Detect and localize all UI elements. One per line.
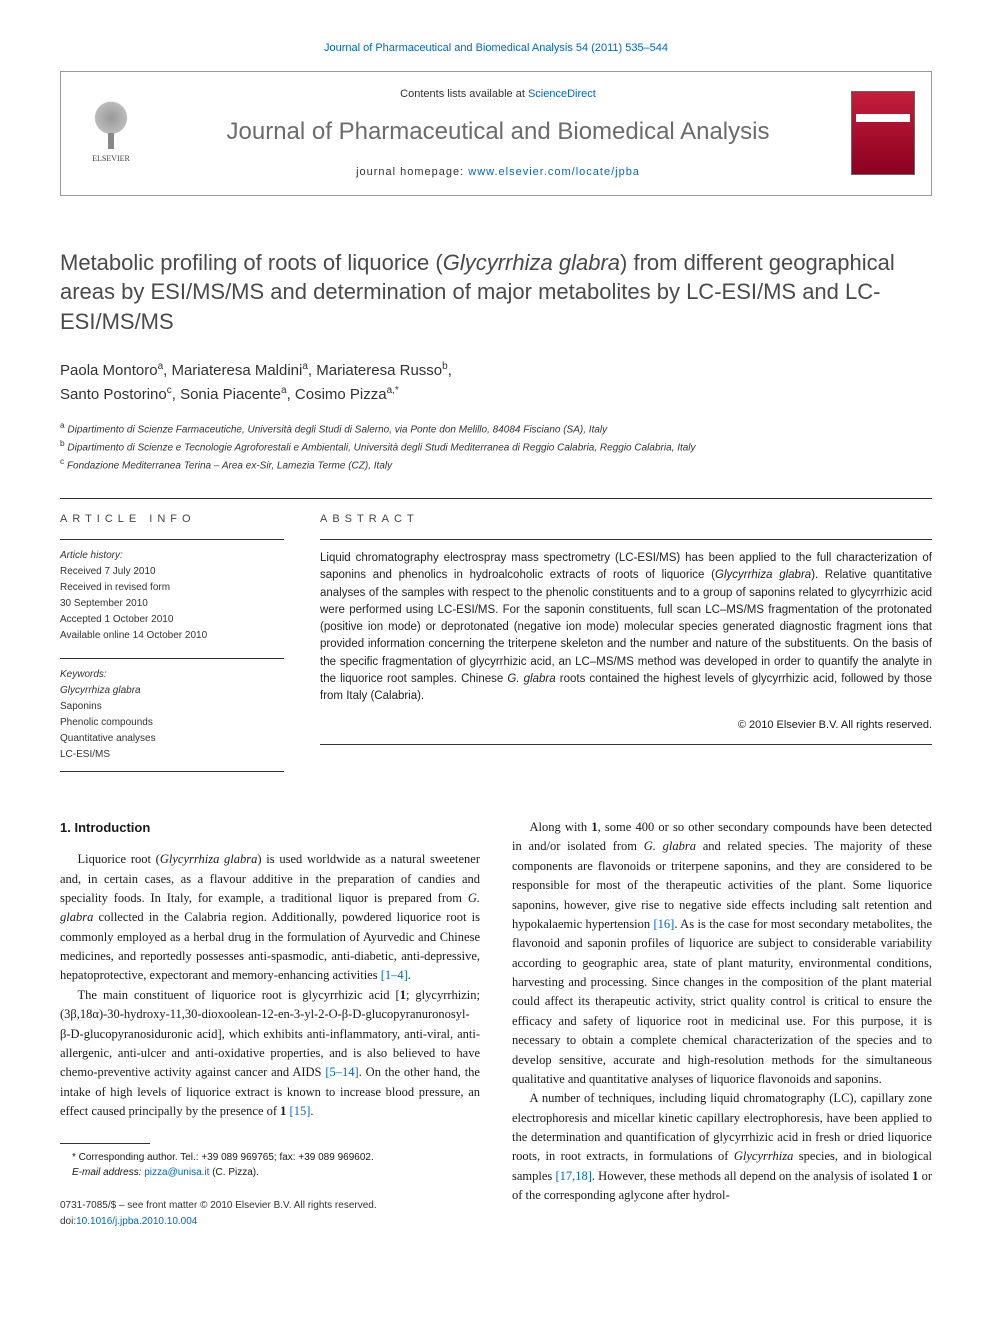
top-citation[interactable]: Journal of Pharmaceutical and Biomedical…	[60, 40, 932, 57]
body-columns: 1. Introduction Liquorice root (Glycyrrh…	[60, 818, 932, 1229]
ref-link[interactable]: [16]	[654, 917, 675, 931]
ref-link[interactable]: [17,18]	[555, 1169, 591, 1183]
journal-header: ELSEVIER Contents lists available at Sci…	[60, 71, 932, 196]
ref-link[interactable]: [5–14]	[325, 1065, 358, 1079]
ref-link[interactable]: [1–4]	[381, 968, 408, 982]
article-title: Metabolic profiling of roots of liquoric…	[60, 248, 932, 337]
homepage-link[interactable]: www.elsevier.com/locate/jpba	[468, 166, 640, 178]
elsevier-logo: ELSEVIER	[77, 97, 145, 169]
email-who: (C. Pizza).	[209, 1167, 258, 1178]
intro-paragraph-3: Along with 1, some 400 or so other secon…	[512, 818, 932, 1089]
issn-line: 0731-7085/$ – see front matter © 2010 El…	[60, 1198, 480, 1214]
abstract-text: Liquid chromatography electrospray mass …	[320, 539, 932, 705]
journal-name: Journal of Pharmaceutical and Biomedical…	[161, 114, 835, 150]
affiliations: a Dipartimento di Scienze Farmaceutiche,…	[60, 419, 932, 474]
intro-paragraph-1: Liquorice root (Glycyrrhiza glabra) is u…	[60, 850, 480, 986]
intro-paragraph-2: The main constituent of liquorice root i…	[60, 986, 480, 1122]
keywords-block: Keywords:Glycyrrhiza glabraSaponinsPheno…	[60, 658, 284, 772]
body-right-column: Along with 1, some 400 or so other secon…	[512, 818, 932, 1229]
title-species: Glycyrrhiza glabra	[443, 250, 620, 275]
journal-cover-thumbnail	[851, 91, 915, 175]
sciencedirect-link[interactable]: ScienceDirect	[528, 88, 596, 100]
footer-issn-doi: 0731-7085/$ – see front matter © 2010 El…	[60, 1198, 480, 1229]
article-info-label: article info	[60, 511, 284, 528]
corr-email-link[interactable]: pizza@unisa.it	[144, 1167, 209, 1178]
intro-paragraph-4: A number of techniques, including liquid…	[512, 1089, 932, 1205]
header-center: Contents lists available at ScienceDirec…	[161, 86, 835, 181]
corresponding-author-footnote: * Corresponding author. Tel.: +39 089 96…	[60, 1150, 480, 1180]
email-label: E-mail address:	[72, 1167, 144, 1178]
contents-line: Contents lists available at ScienceDirec…	[161, 86, 835, 103]
corr-author-line: * Corresponding author. Tel.: +39 089 96…	[60, 1150, 480, 1165]
doi-link[interactable]: 10.1016/j.jpba.2010.10.004	[76, 1216, 197, 1227]
abstract-label: abstract	[320, 511, 932, 528]
doi-label: doi:	[60, 1216, 76, 1227]
article-history-block: Article history:Received 7 July 2010Rece…	[60, 539, 284, 644]
author-list: Paola Montoroa, Mariateresa Maldinia, Ma…	[60, 359, 932, 407]
contents-prefix: Contents lists available at	[400, 88, 528, 100]
footnote-separator	[60, 1143, 150, 1144]
title-before: Metabolic profiling of roots of liquoric…	[60, 250, 443, 275]
body-left-column: 1. Introduction Liquorice root (Glycyrrh…	[60, 818, 480, 1229]
doi-line: doi:10.1016/j.jpba.2010.10.004	[60, 1214, 480, 1230]
journal-homepage-line: journal homepage: www.elsevier.com/locat…	[161, 164, 835, 181]
email-line: E-mail address: pizza@unisa.it (C. Pizza…	[60, 1165, 480, 1180]
homepage-prefix: journal homepage:	[356, 166, 468, 178]
elsevier-tree-icon	[87, 101, 135, 149]
abstract-column: abstract Liquid chromatography electrosp…	[320, 511, 932, 773]
ref-link[interactable]: [15]	[290, 1104, 311, 1118]
article-info-column: article info Article history:Received 7 …	[60, 511, 284, 773]
section-heading-introduction: 1. Introduction	[60, 818, 480, 838]
info-abstract-row: article info Article history:Received 7 …	[60, 498, 932, 773]
abstract-copyright: © 2010 Elsevier B.V. All rights reserved…	[320, 717, 932, 745]
publisher-name: ELSEVIER	[92, 153, 130, 165]
